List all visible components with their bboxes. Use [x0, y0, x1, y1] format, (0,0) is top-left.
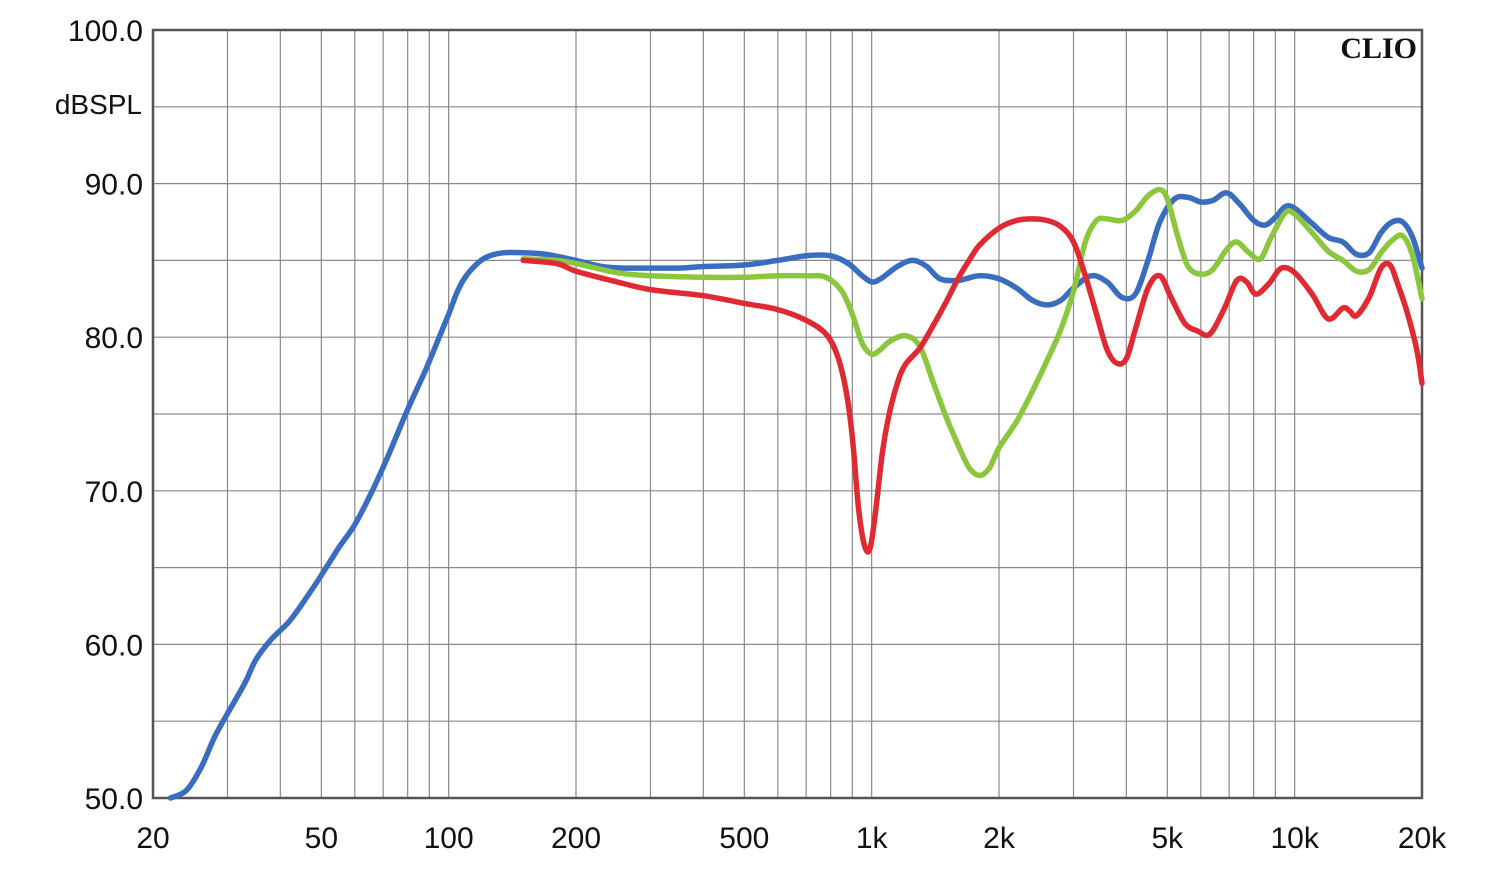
y-tick-label: 50.0	[85, 783, 143, 816]
series-line-1	[167, 190, 1425, 801]
series-group	[167, 186, 1425, 801]
y-tick-label: 90.0	[85, 169, 143, 202]
x-tick-label: 10k	[1270, 822, 1319, 855]
y-axis-label: dBSPL	[55, 89, 142, 120]
clio-brand-label: CLIO	[1340, 32, 1417, 65]
x-tick-label: 100	[424, 822, 474, 855]
x-tick-label: 500	[719, 822, 769, 855]
y-tick-label: 60.0	[85, 629, 143, 662]
grid	[152, 29, 1423, 799]
x-tick-label: 5k	[1151, 822, 1184, 855]
plot-frame	[151, 28, 1424, 800]
x-tick-label: 200	[551, 822, 601, 855]
y-axis-ticks: 50.0 60.0 70.0 80.0 90.0 100.0	[68, 15, 143, 816]
x-axis-ticks: 20 50 100 200 500 1k 2k 5k 10k 20k	[136, 822, 1447, 855]
series-line-2	[520, 186, 1425, 479]
x-tick-label: 20k	[1398, 822, 1447, 855]
y-tick-label: 100.0	[68, 15, 143, 48]
x-tick-label: 50	[305, 822, 338, 855]
x-tick-label: 1k	[856, 822, 889, 855]
y-tick-label: 70.0	[85, 476, 143, 509]
y-tick-label: 80.0	[85, 322, 143, 355]
series-line-3	[520, 216, 1425, 555]
x-tick-label: 2k	[983, 822, 1016, 855]
x-tick-label: 20	[136, 822, 169, 855]
